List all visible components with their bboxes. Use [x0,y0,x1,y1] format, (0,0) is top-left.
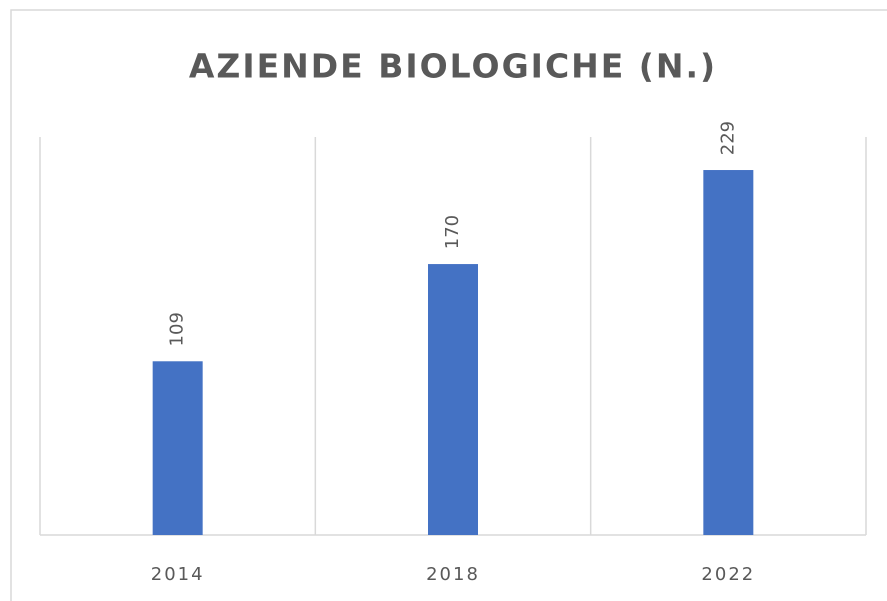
data-label: 109 [167,312,188,346]
bar [152,361,203,535]
x-tick-label: 2018 [426,564,480,585]
data-label: 229 [717,121,738,155]
chart-title: AZIENDE BIOLOGICHE (N.) [189,47,717,86]
data-label: 170 [442,215,463,249]
x-tick-label: 2014 [151,564,205,585]
bar [428,264,478,535]
x-tick-label: 2022 [701,564,755,585]
bar [703,170,754,535]
